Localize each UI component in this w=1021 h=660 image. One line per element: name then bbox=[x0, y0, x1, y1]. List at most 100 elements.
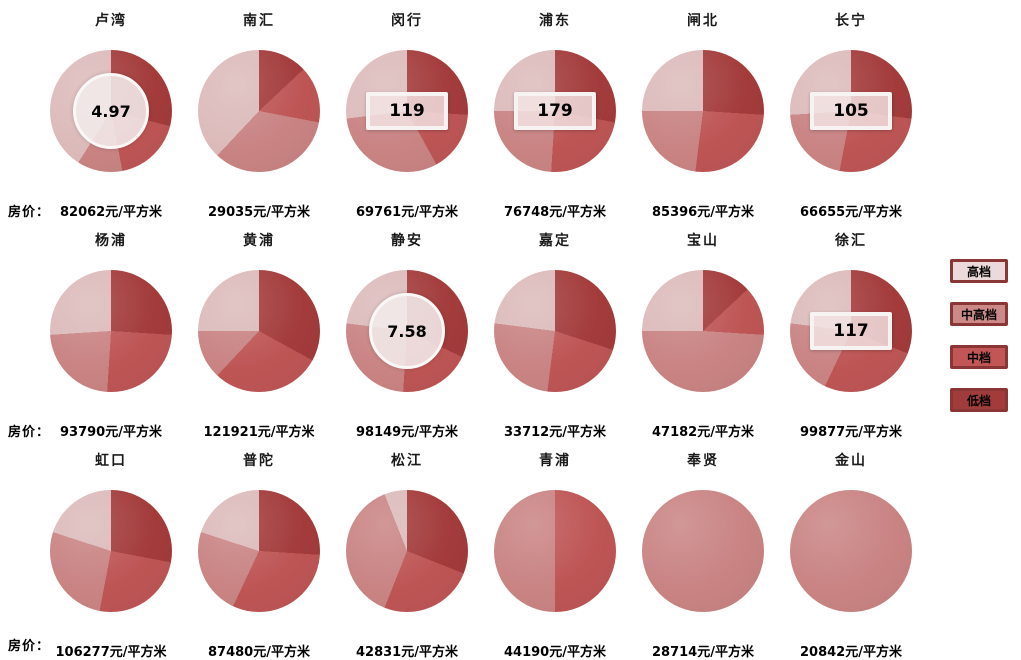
legend-item-label: 中档 bbox=[966, 350, 991, 365]
district-chart: 静安 7.58 98149元/平方米 bbox=[333, 220, 481, 440]
district-title: 松江 bbox=[391, 453, 423, 469]
pie-chart bbox=[642, 490, 764, 612]
pie-chart: 4.97 bbox=[50, 50, 172, 172]
legend-item-label: 中高档 bbox=[960, 307, 997, 322]
district-chart: 松江 42831元/平方米 bbox=[333, 440, 481, 660]
legend-item-low: 低档 bbox=[950, 388, 1008, 412]
pie-gloss-highlight bbox=[50, 270, 172, 392]
district-title: 虹口 bbox=[95, 453, 127, 469]
pie-gloss-highlight bbox=[642, 270, 764, 392]
overlay-value-circle: 4.97 bbox=[73, 73, 149, 149]
pie-chart bbox=[642, 270, 764, 392]
price-label: 42831元/平方米 bbox=[356, 645, 458, 660]
overlay-value-box: 105 bbox=[810, 92, 892, 130]
price-label: 87480元/平方米 bbox=[208, 645, 310, 660]
district-title: 宝山 bbox=[687, 233, 719, 249]
price-row-label: 房价： bbox=[8, 425, 51, 440]
district-chart: 普陀 87480元/平方米 bbox=[185, 440, 333, 660]
pie-gloss-highlight bbox=[50, 490, 172, 612]
legend: 高档 中高档 中档 低档 bbox=[950, 259, 1014, 431]
price-label: 29035元/平方米 bbox=[208, 205, 310, 220]
pie-chart bbox=[346, 490, 468, 612]
pie-gloss-highlight bbox=[198, 50, 320, 172]
pie-gloss-highlight bbox=[494, 270, 616, 392]
pie-chart: 119 bbox=[346, 50, 468, 172]
district-chart: 宝山 47182元/平方米 bbox=[629, 220, 777, 440]
district-chart: 长宁 105 66655元/平方米 bbox=[777, 0, 925, 220]
district-chart: 徐汇 117 99877元/平方米 bbox=[777, 220, 925, 440]
price-row-label: 房价： bbox=[8, 205, 51, 220]
price-row-label: 房价： bbox=[8, 639, 51, 654]
pie-gloss-highlight bbox=[346, 490, 468, 612]
district-title: 杨浦 bbox=[95, 233, 127, 249]
price-label: 33712元/平方米 bbox=[504, 425, 606, 440]
price-label: 47182元/平方米 bbox=[652, 425, 754, 440]
pie-gloss-highlight bbox=[642, 50, 764, 172]
pie-chart bbox=[198, 270, 320, 392]
price-label: 28714元/平方米 bbox=[652, 645, 754, 660]
price-label: 44190元/平方米 bbox=[504, 645, 606, 660]
district-chart: 杨浦 93790元/平方米 bbox=[37, 220, 185, 440]
district-title: 徐汇 bbox=[835, 233, 867, 249]
district-chart: 闵行 119 69761元/平方米 bbox=[333, 0, 481, 220]
district-title: 嘉定 bbox=[539, 233, 571, 249]
district-chart: 金山 20842元/平方米 bbox=[777, 440, 925, 660]
pie-chart bbox=[50, 270, 172, 392]
pie-gloss-highlight bbox=[642, 490, 764, 612]
district-chart: 虹口 106277元/平方米 bbox=[37, 440, 185, 660]
price-label: 82062元/平方米 bbox=[60, 205, 162, 220]
pie-chart bbox=[198, 50, 320, 172]
pie-gloss-highlight bbox=[790, 490, 912, 612]
district-title: 长宁 bbox=[835, 13, 867, 29]
pie-chart: 7.58 bbox=[346, 270, 468, 392]
price-label: 20842元/平方米 bbox=[800, 645, 902, 660]
price-label: 85396元/平方米 bbox=[652, 205, 754, 220]
pie-chart bbox=[494, 270, 616, 392]
district-title: 奉贤 bbox=[687, 453, 719, 469]
district-title: 浦东 bbox=[539, 13, 571, 29]
price-label: 66655元/平方米 bbox=[800, 205, 902, 220]
legend-item-label: 低档 bbox=[966, 393, 991, 408]
legend-item-label: 高档 bbox=[966, 264, 991, 279]
pie-gloss-highlight bbox=[198, 270, 320, 392]
district-title: 静安 bbox=[391, 233, 423, 249]
overlay-value-circle: 7.58 bbox=[369, 293, 445, 369]
district-chart: 南汇 29035元/平方米 bbox=[185, 0, 333, 220]
pie-chart: 105 bbox=[790, 50, 912, 172]
pie-chart bbox=[50, 490, 172, 612]
overlay-value-box: 179 bbox=[514, 92, 596, 130]
legend-item-mid: 中档 bbox=[950, 345, 1008, 369]
pie-gloss-highlight bbox=[198, 490, 320, 612]
overlay-value-box: 119 bbox=[366, 92, 448, 130]
overlay-value-box: 117 bbox=[810, 312, 892, 350]
district-title: 卢湾 bbox=[95, 13, 127, 29]
price-label: 121921元/平方米 bbox=[203, 425, 315, 440]
district-title: 普陀 bbox=[243, 453, 275, 469]
pie-chart: 117 bbox=[790, 270, 912, 392]
price-label: 99877元/平方米 bbox=[800, 425, 902, 440]
legend-item-mid-high: 中高档 bbox=[950, 302, 1008, 326]
district-chart: 嘉定 33712元/平方米 bbox=[481, 220, 629, 440]
district-title: 闵行 bbox=[391, 13, 423, 29]
pie-chart bbox=[790, 490, 912, 612]
price-label: 98149元/平方米 bbox=[356, 425, 458, 440]
district-chart: 闸北 85396元/平方米 bbox=[629, 0, 777, 220]
price-label: 69761元/平方米 bbox=[356, 205, 458, 220]
legend-item-high-end: 高档 bbox=[950, 259, 1008, 283]
district-title: 南汇 bbox=[243, 13, 275, 29]
price-label: 76748元/平方米 bbox=[504, 205, 606, 220]
district-title: 金山 bbox=[835, 453, 867, 469]
district-title: 闸北 bbox=[687, 13, 719, 29]
price-label: 106277元/平方米 bbox=[55, 645, 167, 660]
pie-chart bbox=[494, 490, 616, 612]
district-title: 黄浦 bbox=[243, 233, 275, 249]
price-label: 93790元/平方米 bbox=[60, 425, 162, 440]
pie-gloss-highlight bbox=[494, 490, 616, 612]
pie-chart bbox=[642, 50, 764, 172]
district-title: 青浦 bbox=[539, 453, 571, 469]
district-chart: 黄浦 121921元/平方米 bbox=[185, 220, 333, 440]
district-chart: 卢湾 4.97 82062元/平方米 bbox=[37, 0, 185, 220]
pie-chart: 179 bbox=[494, 50, 616, 172]
district-chart: 浦东 179 76748元/平方米 bbox=[481, 0, 629, 220]
